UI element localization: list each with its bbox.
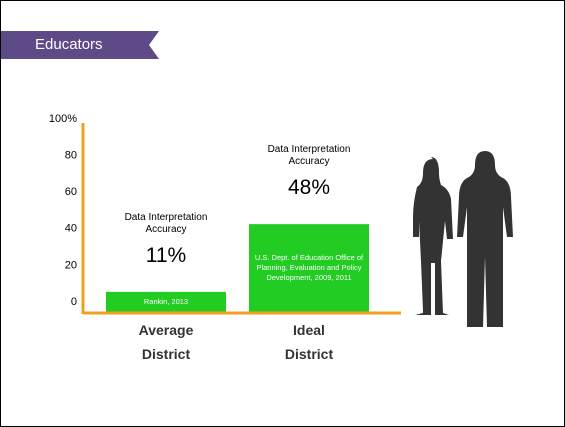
bar-source: U.S. Dept. of Education Office of Planni… xyxy=(254,253,364,283)
silhouettes xyxy=(413,151,513,327)
bar xyxy=(106,291,226,312)
bar-source: Rankin, 2013 xyxy=(143,296,189,306)
bar xyxy=(249,224,369,312)
y-tick-label: 20 xyxy=(65,259,77,271)
y-tick-label: 0 xyxy=(71,296,77,308)
x-tick-label: Ideal District xyxy=(284,322,334,362)
y-tick-label: 40 xyxy=(65,223,77,235)
y-tick-label: 100% xyxy=(49,113,77,125)
header-tab xyxy=(1,31,159,59)
y-tick-label: 60 xyxy=(65,186,77,198)
bar-title: Data Interpretation Accuracy xyxy=(267,144,351,168)
header-title: Educators xyxy=(35,36,103,53)
value-label: 48% xyxy=(287,176,331,200)
value-label: 11% xyxy=(145,243,187,267)
y-tick-label: 80 xyxy=(65,150,77,162)
x-tick-label: Average District xyxy=(138,322,194,362)
bar-title: Data Interpretation Accuracy xyxy=(124,211,208,235)
